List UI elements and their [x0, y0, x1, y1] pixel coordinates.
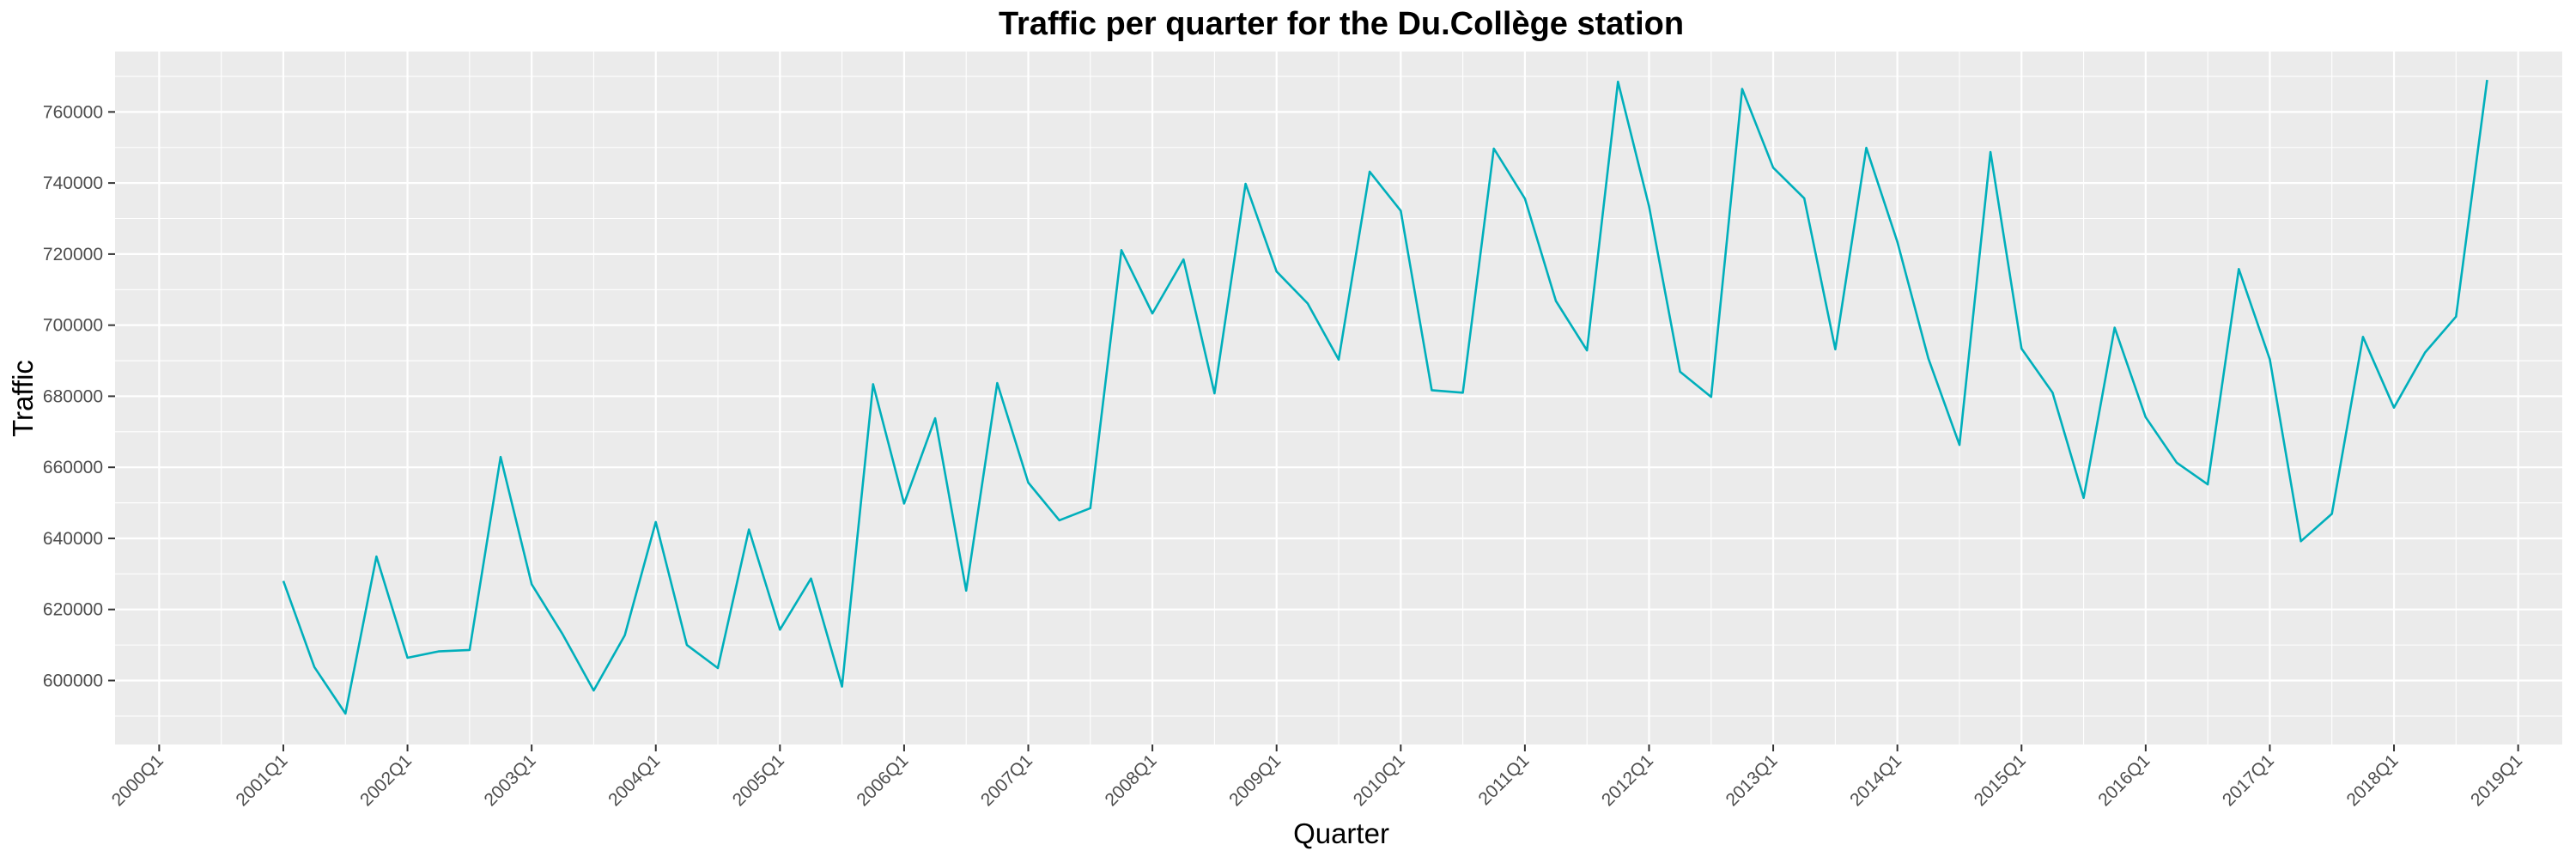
x-axis: 2000Q1 2001Q1 2002Q1 2003Q1 2004Q1 2005Q1 2006… — [108, 744, 2526, 810]
x-tick-label: 2018Q1 — [2342, 751, 2402, 810]
minor-gridlines — [115, 52, 2562, 744]
y-tick-label: 600000 — [43, 672, 103, 691]
y-axis: 600000 620000 640000 660000 680000 700000 7200… — [43, 102, 115, 691]
x-tick-label: 2008Q1 — [1102, 751, 1161, 810]
y-tick-label: 760000 — [43, 102, 103, 122]
x-tick-label: 2006Q1 — [853, 751, 912, 810]
x-axis-title: Quarter — [1293, 817, 1389, 849]
y-tick-label: 740000 — [43, 173, 103, 193]
x-tick-label: 2010Q1 — [1350, 751, 1409, 810]
y-tick-label: 660000 — [43, 458, 103, 477]
x-tick-label: 2019Q1 — [2467, 751, 2526, 810]
x-tick-label: 2001Q1 — [232, 751, 291, 810]
y-axis-title: Traffic — [7, 360, 39, 437]
y-tick-label: 700000 — [43, 316, 103, 336]
x-tick-label: 2009Q1 — [1225, 751, 1285, 810]
x-tick-label: 2015Q1 — [1971, 751, 2030, 810]
y-tick-label: 620000 — [43, 600, 103, 620]
x-tick-label: 2014Q1 — [1846, 751, 1905, 810]
chart-title: Traffic per quarter for the Du.Collège s… — [999, 6, 1684, 42]
x-tick-label: 2012Q1 — [1598, 751, 1657, 810]
x-tick-label: 2000Q1 — [108, 751, 167, 810]
x-tick-label: 2013Q1 — [1722, 751, 1781, 810]
x-tick-label: 2004Q1 — [605, 751, 664, 810]
x-tick-label: 2005Q1 — [729, 751, 788, 810]
x-tick-label: 2017Q1 — [2219, 751, 2278, 810]
y-tick-label: 640000 — [43, 529, 103, 549]
traffic-series-line — [282, 79, 2488, 715]
x-tick-label: 2003Q1 — [481, 751, 540, 810]
x-tick-label: 2002Q1 — [356, 751, 416, 810]
x-tick-label: 2011Q1 — [1474, 751, 1533, 809]
series-group — [282, 79, 2488, 715]
x-tick-label: 2016Q1 — [2094, 751, 2154, 810]
x-tick-label: 2007Q1 — [977, 751, 1036, 810]
y-tick-label: 720000 — [43, 245, 103, 264]
y-tick-label: 680000 — [43, 386, 103, 406]
